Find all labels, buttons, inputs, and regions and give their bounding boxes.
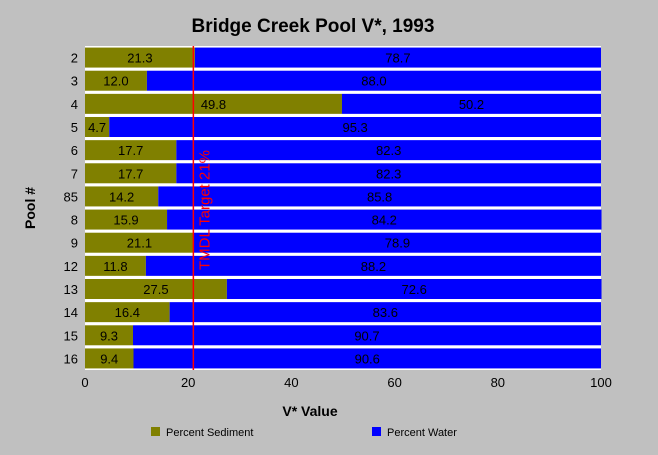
data-label-water-pool-4: 50.2 (459, 97, 484, 112)
target-line-label: TMDL Target 21% (196, 150, 213, 270)
data-label-sediment-pool-9: 21.1 (127, 236, 152, 251)
bar-water-pool-12 (145, 255, 601, 276)
category-label-pool-16: 16 (64, 351, 78, 366)
bar-sediment-pool-13 (85, 279, 227, 299)
category-label-pool-15: 15 (64, 328, 78, 343)
data-label-water-pool-9: 78.9 (385, 236, 410, 251)
category-label-pool-8: 8 (71, 213, 78, 228)
data-label-sediment-pool-4: 49.8 (201, 97, 226, 112)
data-label-sediment-pool-14: 16.4 (115, 305, 140, 320)
data-label-sediment-pool-8: 15.9 (113, 213, 138, 228)
data-label-water-pool-16: 90.6 (355, 351, 380, 366)
x-axis-label: V* Value (282, 403, 337, 419)
category-label-pool-14: 14 (64, 305, 78, 320)
row-separators (85, 68, 601, 348)
bar-water-pool-6 (176, 140, 601, 161)
data-label-sediment-pool-16: 9.4 (100, 351, 118, 366)
data-label-water-pool-5: 95.3 (342, 120, 367, 135)
bar-water-pool-8 (167, 209, 602, 230)
bar-sediment-pool-8 (85, 209, 168, 230)
data-label-water-pool-13: 72.6 (402, 282, 427, 297)
data-label-sediment-pool-5: 4.7 (88, 120, 106, 135)
bar-sediment-pool-4 (85, 93, 342, 114)
category-label-pool-85: 85 (64, 189, 78, 204)
bar-sediment-pool-15 (85, 325, 133, 346)
bar-sediment-pool-12 (85, 255, 146, 276)
data-label-water-pool-15: 90.7 (354, 328, 379, 343)
category-label-pool-13: 13 (64, 282, 78, 297)
category-label-pool-5: 5 (71, 120, 78, 135)
data-label-sediment-pool-7: 17.7 (118, 166, 143, 181)
bar-sediment-pool-85 (85, 186, 159, 207)
data-label-water-pool-12: 88.2 (361, 259, 386, 274)
bar-sediment-pool-14 (85, 302, 170, 323)
x-axis-ticks: 0 20 40 60 80 100 (81, 375, 611, 390)
bar-water-pool-7 (176, 163, 601, 184)
data-label-sediment-pool-3: 12.0 (103, 74, 128, 89)
x-tick-label-60: 60 (387, 375, 401, 390)
data-label-sediment-pool-15: 9.3 (100, 328, 118, 343)
x-tick-label-40: 40 (284, 375, 298, 390)
legend-label-water: Percent Water (387, 427, 457, 439)
bar-water-pool-14 (169, 302, 601, 323)
legend-swatch-water (372, 427, 381, 436)
legend-label-sediment: Percent Sediment (166, 427, 253, 439)
category-labels: 2 3 4 5 6 7 85 8 9 12 13 14 15 16 (64, 51, 78, 367)
category-label-pool-2: 2 (71, 51, 78, 66)
legend: Percent Sediment Percent Water (151, 427, 457, 439)
category-label-pool-12: 12 (64, 259, 78, 274)
data-label-water-pool-6: 82.3 (376, 143, 401, 158)
category-label-pool-3: 3 (71, 74, 78, 89)
bar-sediment-pool-3 (85, 70, 147, 91)
data-label-sediment-pool-2: 21.3 (127, 51, 152, 66)
bar-sediment-pool-2 (85, 47, 195, 68)
data-label-water-pool-2: 78.7 (385, 51, 410, 66)
bar-sediment-pool-6 (85, 140, 177, 161)
bar-water-pool-5 (109, 117, 601, 137)
bar-water-pool-4 (341, 93, 601, 114)
bar-sediment-pool-7 (85, 163, 177, 184)
chart-title: Bridge Creek Pool V*, 1993 (192, 16, 435, 37)
x-tick-label-100: 100 (590, 375, 612, 390)
data-label-water-pool-3: 88.0 (361, 74, 386, 89)
bar-water-pool-13 (226, 279, 602, 299)
bar-water-pool-15 (132, 325, 601, 346)
bar-water-pool-9 (193, 232, 601, 253)
bar-water-pool-2 (194, 47, 601, 68)
data-label-sediment-pool-85: 14.2 (109, 189, 134, 204)
data-label-sediment-pool-6: 17.7 (118, 143, 143, 158)
bar-sediment-pool-9 (85, 232, 194, 253)
category-label-pool-6: 6 (71, 143, 78, 158)
x-tick-label-20: 20 (181, 375, 195, 390)
target-annotation: TMDL Target 21% (192, 46, 213, 370)
data-label-sediment-pool-12: 11.8 (103, 259, 127, 274)
bar-water-pool-16 (133, 348, 601, 369)
data-label-sediment-pool-13: 27.5 (143, 282, 168, 297)
data-label-water-pool-7: 82.3 (376, 166, 401, 181)
x-tick-label-0: 0 (81, 375, 88, 390)
bar-water-pool-3 (146, 70, 602, 91)
data-label-water-pool-14: 83.6 (373, 305, 398, 320)
category-label-pool-7: 7 (71, 166, 78, 181)
bar-sediment-pool-5 (85, 117, 110, 137)
data-label-water-pool-8: 84.2 (372, 213, 397, 228)
data-label-water-pool-85: 85.8 (367, 189, 392, 204)
y-axis-label: Pool # (22, 187, 38, 229)
legend-swatch-sediment (151, 427, 160, 436)
category-label-pool-4: 4 (71, 97, 78, 112)
bars-group: 21.3 78.7 12.0 88.0 49.8 50.2 4.7 95.3 17.7 82.3 1… (85, 47, 602, 369)
bar-sediment-pool-16 (85, 348, 134, 369)
bar-water-pool-85 (158, 186, 601, 207)
x-tick-label-80: 80 (491, 375, 505, 390)
category-label-pool-9: 9 (71, 236, 78, 251)
